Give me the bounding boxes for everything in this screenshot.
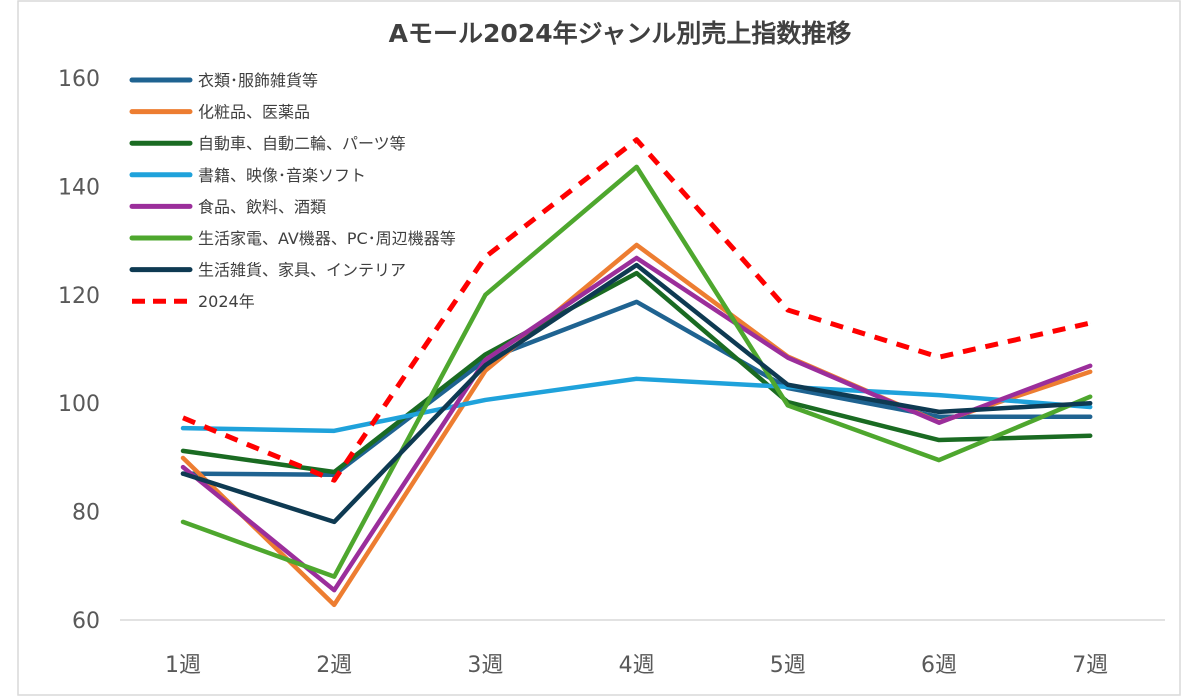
legend-label: 書籍、映像･音楽ソフト xyxy=(198,166,366,185)
legend-item: 生活雑貨、家具、インテリア xyxy=(129,261,406,280)
y-tick-label: 140 xyxy=(58,175,100,200)
legend-label: 自動車、自動二輪、パーツ等 xyxy=(198,134,406,153)
y-tick-label: 80 xyxy=(72,501,100,526)
legend-label: 食品、飲料、酒類 xyxy=(198,197,326,216)
legend-label: 生活家電、AV機器、PC･周辺機器等 xyxy=(198,229,456,248)
legend-label: 化粧品、医薬品 xyxy=(198,103,310,122)
legend-item: 自動車、自動二輪、パーツ等 xyxy=(129,134,406,153)
x-tick-label: 2週 xyxy=(316,653,352,678)
x-tick-label: 7週 xyxy=(1072,653,1108,678)
y-axis: 60 80 100 120 140 160 xyxy=(58,67,100,634)
x-tick-label: 4週 xyxy=(619,653,655,678)
y-tick-label: 100 xyxy=(58,392,100,417)
legend: 衣類･服飾雑貨等化粧品、医薬品自動車、自動二輪、パーツ等書籍、映像･音楽ソフト食… xyxy=(129,71,456,311)
legend-label: 衣類･服飾雑貨等 xyxy=(198,71,318,90)
legend-label: 生活雑貨、家具、インテリア xyxy=(198,261,406,280)
y-tick-label: 60 xyxy=(72,609,100,634)
legend-item: 衣類･服飾雑貨等 xyxy=(129,71,318,90)
y-tick-label: 160 xyxy=(58,67,100,92)
legend-item: 書籍、映像･音楽ソフト xyxy=(129,166,366,185)
legend-label: 2024年 xyxy=(198,292,255,311)
legend-item: 2024年 xyxy=(132,292,255,311)
series-lines xyxy=(180,137,1093,608)
x-tick-label: 6週 xyxy=(921,653,957,678)
legend-item: 化粧品、医薬品 xyxy=(129,103,310,122)
y-tick-label: 120 xyxy=(58,284,100,309)
legend-item: 生活家電、AV機器、PC･周辺機器等 xyxy=(129,229,456,248)
x-tick-label: 1週 xyxy=(165,653,201,678)
chart-title: Aモール2024年ジャンル別売上指数推移 xyxy=(389,19,852,48)
x-axis: 1週 2週 3週 4週 5週 6週 7週 xyxy=(165,653,1108,678)
x-tick-label: 3週 xyxy=(467,653,503,678)
x-tick-label: 5週 xyxy=(770,653,806,678)
legend-item: 食品、飲料、酒類 xyxy=(129,197,326,216)
chart-frame xyxy=(17,0,1181,696)
